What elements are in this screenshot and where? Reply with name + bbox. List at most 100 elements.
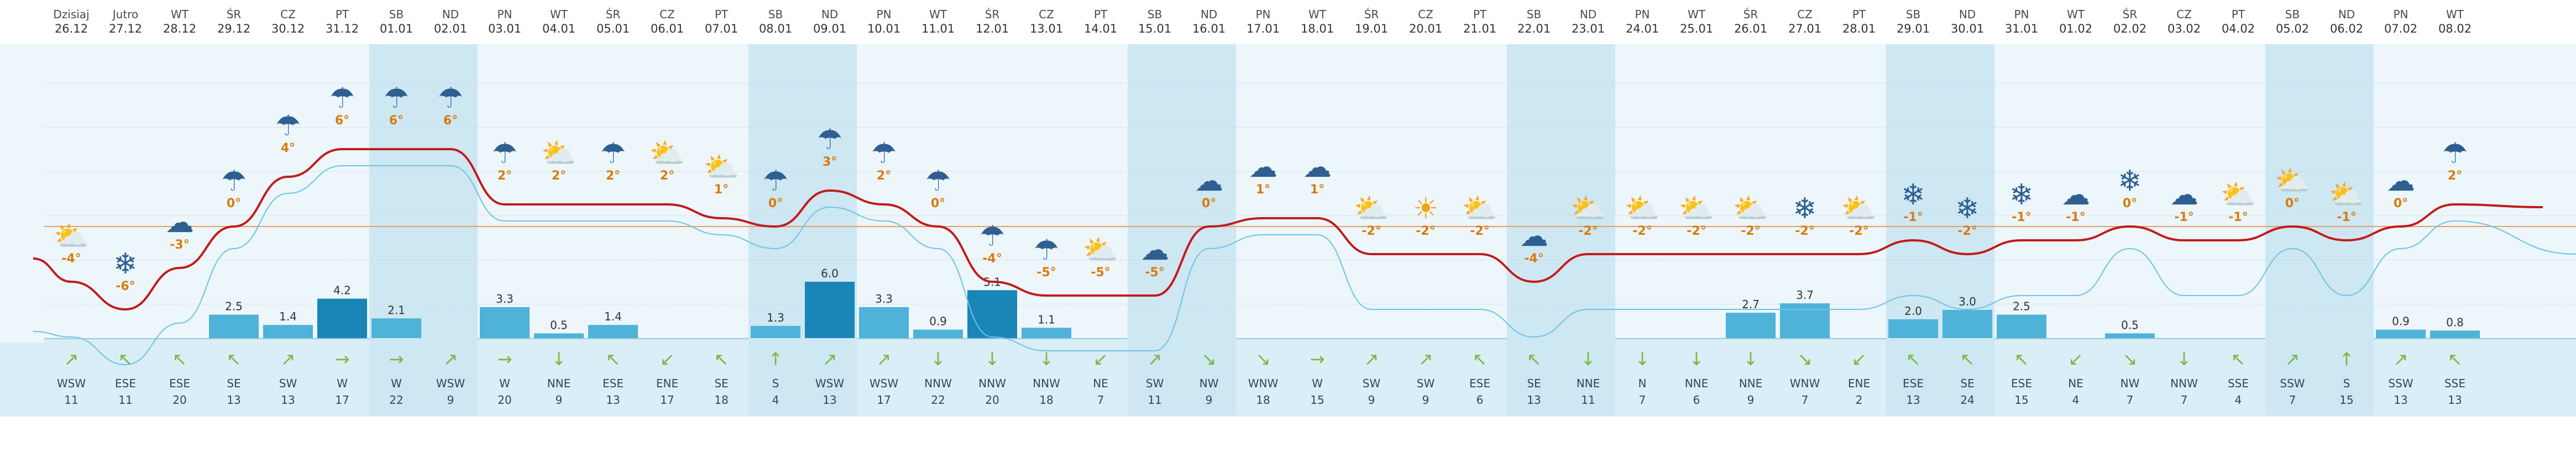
wind-speed: 13 <box>227 393 241 407</box>
day-column-header[interactable]: PN 31.01 <box>1994 0 2049 44</box>
wind-direction: SSW <box>2280 377 2305 390</box>
precip-label: 0.8 <box>2446 315 2464 329</box>
precip-bar <box>2105 333 2155 338</box>
wind-direction: NNW <box>978 377 1006 390</box>
day-column-header[interactable]: WT 28.12 <box>153 0 207 44</box>
wind-speed: 9 <box>1422 393 1430 407</box>
temperature-label: -4° <box>61 252 81 266</box>
day-column-header[interactable]: WT 25.01 <box>1669 0 1724 44</box>
day-column-header[interactable]: ND 23.01 <box>1561 0 1615 44</box>
day-column-header[interactable]: ND 16.01 <box>1182 0 1236 44</box>
day-column-header[interactable]: CZ 30.12 <box>261 0 315 44</box>
wind-direction: WSW <box>56 377 86 390</box>
day-column-header[interactable]: CZ 03.02 <box>2157 0 2211 44</box>
day-name: WT <box>2067 8 2085 21</box>
wind-direction: S <box>772 377 779 390</box>
day-column-header[interactable]: PT 21.01 <box>1453 0 1507 44</box>
wind-arrow-icon: ↖ <box>714 349 729 370</box>
day-column-header[interactable]: WT 18.01 <box>1290 0 1344 44</box>
cloud-rain-icon: ☂ <box>871 137 897 170</box>
wind-speed: 22 <box>389 393 404 407</box>
day-column-header[interactable]: CZ 13.01 <box>1019 0 1074 44</box>
day-column-header[interactable]: ŚR 29.12 <box>207 0 261 44</box>
day-column-header[interactable]: WT 01.02 <box>2049 0 2103 44</box>
precip-bar <box>317 298 367 338</box>
wind-arrow-icon: → <box>1310 349 1325 370</box>
day-column-header[interactable]: SB 22.01 <box>1507 0 1561 44</box>
precip-label: 1.1 <box>1038 313 1055 326</box>
day-column-header[interactable]: SB 08.01 <box>748 0 803 44</box>
wind-speed: 13 <box>606 393 620 407</box>
day-name: WT <box>1688 8 1705 21</box>
wind-arrow-icon: ↙ <box>659 349 675 370</box>
cloud-rain-icon: ☂ <box>762 165 789 198</box>
day-date: 27.01 <box>1788 22 1822 35</box>
day-column-header[interactable]: WT 04.01 <box>532 0 586 44</box>
precip-label: 3.3 <box>496 292 514 305</box>
day-column-header[interactable]: PN 24.01 <box>1615 0 1669 44</box>
wind-arrow-icon: → <box>334 349 350 370</box>
day-column-header[interactable]: SB 29.01 <box>1886 0 1940 44</box>
precip-bar <box>1888 319 1938 338</box>
wind-arrow-icon: ↗ <box>443 349 458 370</box>
precip-label: 3.0 <box>1959 295 1976 308</box>
day-column-header[interactable]: PN 10.01 <box>857 0 911 44</box>
sun-cloud-icon: ⛅ <box>1624 192 1661 225</box>
day-date: 04.01 <box>542 22 576 35</box>
wind-direction: SE <box>714 377 729 390</box>
day-column-header[interactable]: CZ 20.01 <box>1399 0 1453 44</box>
wind-speed: 11 <box>1581 393 1595 407</box>
day-column-header[interactable]: SB 05.02 <box>2265 0 2320 44</box>
wind-arrow-icon: ↓ <box>1689 349 1704 370</box>
wind-direction: SE <box>227 377 241 390</box>
wind-arrow-icon: ↗ <box>822 349 837 370</box>
day-column-header[interactable]: PT 07.01 <box>694 0 748 44</box>
temperature-label: 1° <box>1255 183 1271 197</box>
day-column-header[interactable]: WT 11.01 <box>911 0 965 44</box>
day-date: 06.02 <box>2329 22 2364 35</box>
wind-speed: 22 <box>931 393 945 407</box>
day-name: WT <box>2446 8 2464 21</box>
wind-arrow-icon: ↓ <box>551 349 567 370</box>
day-name: ND <box>821 8 839 21</box>
day-column-header[interactable]: PT 28.01 <box>1832 0 1886 44</box>
day-column-header[interactable]: ND 06.02 <box>2320 0 2374 44</box>
day-column-header[interactable]: ŚR 12.01 <box>965 0 1019 44</box>
day-name: ND <box>1200 8 1218 21</box>
day-column-header[interactable]: ND 30.01 <box>1940 0 1994 44</box>
day-date: 09.01 <box>813 22 847 35</box>
day-column-header[interactable]: ND 09.01 <box>803 0 857 44</box>
wind-arrow-icon: ↖ <box>118 349 133 370</box>
day-column-header[interactable]: ŚR 05.01 <box>586 0 640 44</box>
day-column-header[interactable]: ŚR 02.02 <box>2103 0 2157 44</box>
day-column-header[interactable]: PT 31.12 <box>315 0 369 44</box>
day-column-header[interactable]: ND 02.01 <box>423 0 478 44</box>
day-column-header[interactable]: ŚR 26.01 <box>1724 0 1778 44</box>
wind-arrow-icon: ↗ <box>1364 349 1379 370</box>
cloud-rain-icon: ☂ <box>329 82 355 115</box>
day-column-header[interactable]: PN 17.01 <box>1236 0 1290 44</box>
day-column-header[interactable]: WT 08.02 <box>2428 0 2482 44</box>
wind-speed: 9 <box>1205 393 1213 407</box>
day-column-header[interactable]: CZ 27.01 <box>1778 0 1832 44</box>
precip-bar <box>371 318 421 338</box>
cloud-snow-icon: ❄ <box>1955 192 1980 225</box>
day-column-header[interactable]: SB 01.01 <box>369 0 423 44</box>
day-column-header[interactable]: Jutro 27.12 <box>98 0 153 44</box>
day-column-header[interactable]: CZ 06.01 <box>640 0 694 44</box>
temperature-label: 0° <box>768 197 783 210</box>
day-column-header[interactable]: Dzisiaj 26.12 <box>44 0 98 44</box>
temperature-label: 2° <box>659 169 675 183</box>
day-column-header[interactable]: PN 07.02 <box>2374 0 2428 44</box>
precip-bar <box>751 325 800 338</box>
wind-direction: SE <box>1527 377 1541 390</box>
precip-bar <box>1780 303 1830 338</box>
grid-line <box>44 127 2576 128</box>
day-date: 15.01 <box>1138 22 1172 35</box>
day-column-header[interactable]: SB 15.01 <box>1128 0 1182 44</box>
day-column-header[interactable]: PN 03.01 <box>478 0 532 44</box>
day-column-header[interactable]: PT 04.02 <box>2211 0 2265 44</box>
wind-speed: 17 <box>877 393 891 407</box>
day-column-header[interactable]: PT 14.01 <box>1074 0 1128 44</box>
day-column-header[interactable]: ŚR 19.01 <box>1344 0 1399 44</box>
